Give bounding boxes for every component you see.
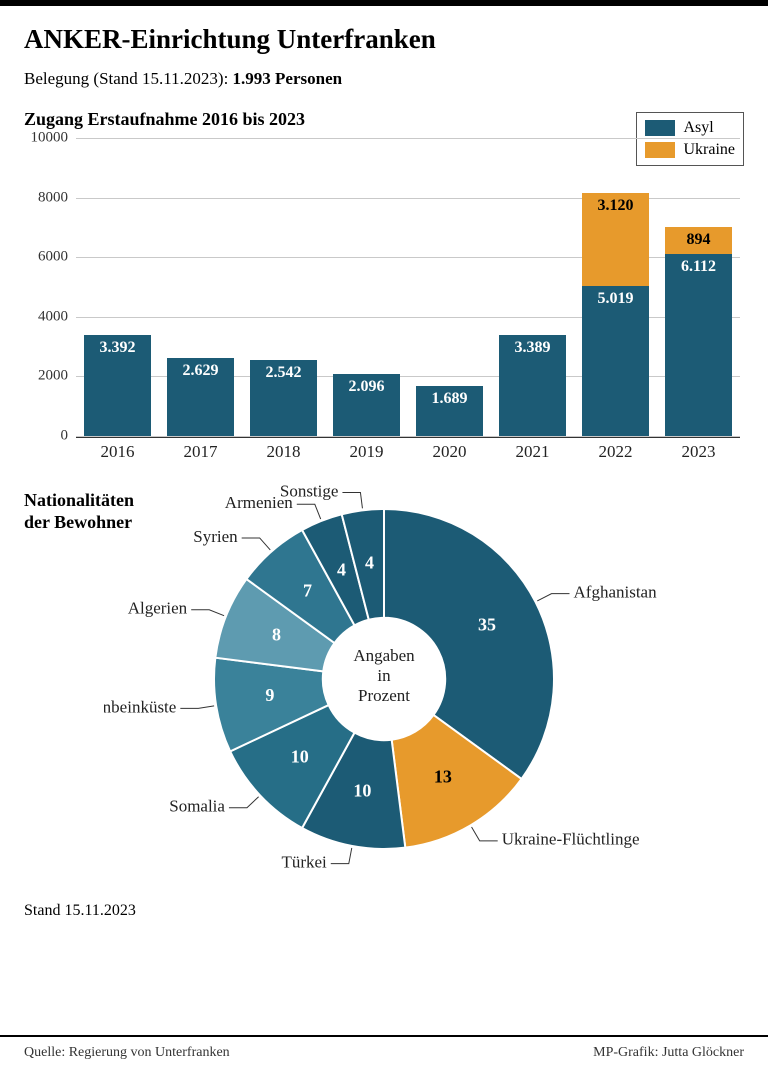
donut-slice-label: Syrien [193, 527, 238, 546]
donut-leader [229, 797, 259, 808]
bar-value-label: 3.120 [598, 197, 634, 215]
y-tick-label: 2000 [38, 368, 76, 385]
x-tick-label: 2022 [599, 442, 633, 462]
bar-value-label: 894 [687, 231, 711, 249]
donut-leader [331, 848, 352, 864]
donut-slice-label: Sonstige [280, 482, 339, 501]
bar-value-label: 2.542 [266, 364, 302, 382]
bar-column: 3.3922016 [76, 138, 159, 436]
bar-seg-asyl: 5.019 [582, 286, 649, 436]
bar-value-label: 3.389 [515, 339, 551, 357]
donut-slice-label: Somalia [169, 797, 225, 816]
y-tick-label: 8000 [38, 189, 76, 206]
donut-slice-label: Ukraine-Flüchtlinge [502, 830, 640, 849]
donut-value-label: 10 [291, 746, 309, 766]
donut-slice-label: Elfenbeinküste [104, 698, 176, 717]
x-tick-label: 2017 [184, 442, 218, 462]
bar-column: 3.3892021 [491, 138, 574, 436]
occupancy-prefix: Belegung (Stand 15.11.2023): [24, 69, 233, 88]
occupancy-line: Belegung (Stand 15.11.2023): 1.993 Perso… [24, 69, 744, 89]
donut-value-label: 4 [337, 560, 346, 580]
gridline [76, 436, 740, 437]
donut-slice-label: Türkei [281, 853, 327, 872]
donut-chart: 35 Afghanistan 13 Ukraine-Flüchtlinge 10 Türk… [104, 464, 664, 894]
donut-leader [191, 610, 224, 616]
donut-center-text: Prozent [358, 686, 410, 705]
bar-value-label: 6.112 [681, 258, 716, 276]
donut-slice-label: Afghanistan [574, 583, 658, 602]
y-tick-label: 6000 [38, 249, 76, 266]
x-tick-label: 2023 [682, 442, 716, 462]
bar-column: 2.6292017 [159, 138, 242, 436]
bar-seg-asyl: 6.112 [665, 254, 732, 436]
donut-leader [537, 594, 569, 601]
occupancy-value: 1.993 Personen [233, 69, 343, 88]
donut-slice-label: Algerien [128, 599, 188, 618]
donut-leader [180, 706, 214, 709]
bar-seg-asyl: 3.389 [499, 335, 566, 436]
donut-value-label: 4 [365, 553, 374, 573]
donut-leader [297, 504, 321, 519]
donut-center-text: in [377, 666, 391, 685]
donut-leader [342, 493, 362, 509]
x-tick-label: 2018 [267, 442, 301, 462]
bar-value-label: 2.629 [183, 362, 219, 380]
donut-leader [242, 538, 271, 550]
legend-asyl-swatch [645, 120, 675, 136]
donut-value-label: 8 [272, 625, 281, 645]
donut-value-label: 10 [353, 781, 371, 801]
bar-seg-asyl: 2.096 [333, 374, 400, 436]
footer: Quelle: Regierung von Unterfranken MP-Gr… [0, 1045, 768, 1061]
donut-stand-line: Stand 15.11.2023 [24, 902, 136, 920]
donut-value-label: 13 [434, 767, 452, 787]
donut-section: Nationalitäten der Bewohner 35Afghanista… [24, 490, 744, 920]
donut-leader [472, 827, 498, 841]
x-tick-label: 2016 [101, 442, 135, 462]
bar-chart: 02000400060008000100003.39220162.6292017… [76, 138, 740, 468]
donut-center-text: Angaben [353, 646, 415, 665]
x-tick-label: 2019 [350, 442, 384, 462]
y-tick-label: 0 [61, 428, 77, 445]
bar-column: 2.0962019 [325, 138, 408, 436]
donut-value-label: 9 [265, 685, 274, 705]
bar-seg-asyl: 2.542 [250, 360, 317, 436]
footer-source: Quelle: Regierung von Unterfranken [24, 1045, 230, 1061]
bar-column: 8946.1122023 [657, 138, 740, 436]
donut-value-label: 35 [478, 615, 496, 635]
x-tick-label: 2020 [433, 442, 467, 462]
bar-column: 2.5422018 [242, 138, 325, 436]
bar-value-label: 2.096 [349, 378, 385, 396]
bar-seg-ukraine: 894 [665, 227, 732, 254]
bar-seg-asyl: 3.392 [84, 335, 151, 436]
bar-value-label: 3.392 [100, 339, 136, 357]
legend-asyl-label: Asyl [683, 119, 713, 137]
x-tick-label: 2021 [516, 442, 550, 462]
footer-credit: MP-Grafik: Jutta Glöckner [593, 1045, 744, 1061]
y-tick-label: 10000 [31, 130, 77, 147]
page-title: ANKER-Einrichtung Unterfranken [24, 24, 744, 55]
y-tick-label: 4000 [38, 308, 76, 325]
bar-seg-ukraine: 3.120 [582, 193, 649, 286]
bar-value-label: 5.019 [598, 290, 634, 308]
bar-column: 1.6892020 [408, 138, 491, 436]
bar-column: 3.1205.0192022 [574, 138, 657, 436]
bar-seg-asyl: 1.689 [416, 386, 483, 436]
donut-value-label: 7 [303, 581, 312, 601]
bar-seg-asyl: 2.629 [167, 358, 234, 436]
legend-asyl: Asyl [645, 117, 735, 139]
bar-value-label: 1.689 [432, 390, 468, 408]
